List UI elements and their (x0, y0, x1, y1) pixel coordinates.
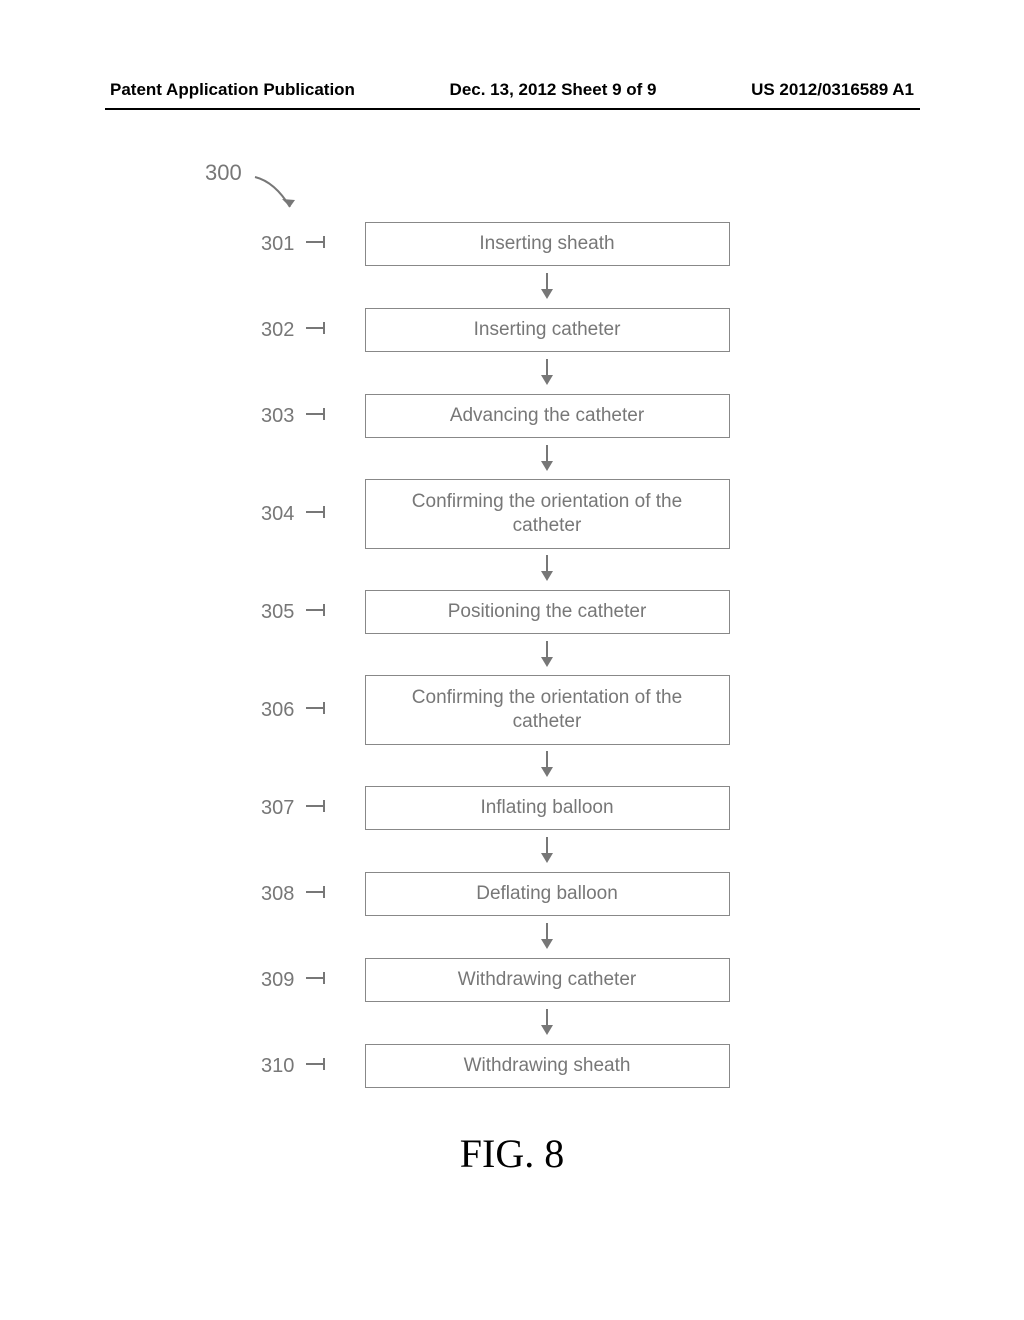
flow-step: 302 Inserting catheter (0, 301, 1024, 359)
flow-arrow-icon (0, 445, 1024, 473)
flowchart-ref-label: 300 (205, 160, 242, 186)
leader-line-icon (306, 319, 332, 342)
step-box: Withdrawing catheter (365, 958, 730, 1002)
header-left: Patent Application Publication (110, 80, 355, 100)
flow-arrow-icon (0, 1009, 1024, 1037)
leader-line-icon (306, 503, 332, 526)
step-box: Inserting catheter (365, 308, 730, 352)
step-box: Positioning the catheter (365, 590, 730, 634)
flow-step: 307 Inflating balloon (0, 779, 1024, 837)
flow-arrow-icon (0, 641, 1024, 669)
flow-step: 308 Deflating balloon (0, 865, 1024, 923)
flow-arrow-icon (0, 751, 1024, 779)
step-box: Advancing the catheter (365, 394, 730, 438)
flow-arrow-icon (0, 273, 1024, 301)
step-number-label: 309 (261, 969, 294, 992)
figure-caption: FIG. 8 (0, 1130, 1024, 1177)
step-number-label: 301 (261, 233, 294, 256)
step-box: Confirming the orientation of the cathet… (365, 675, 730, 745)
flow-arrow-icon (0, 359, 1024, 387)
flowchart: 300 301 Inserting sheath 302 Inserting c… (0, 160, 1024, 1095)
leader-line-icon (306, 883, 332, 906)
flow-arrow-icon (0, 555, 1024, 583)
step-number-label: 310 (261, 1055, 294, 1078)
leader-line-icon (306, 233, 332, 256)
leader-line-icon (306, 1055, 332, 1078)
page-header: Patent Application Publication Dec. 13, … (0, 80, 1024, 100)
flow-step: 305 Positioning the catheter (0, 583, 1024, 641)
flow-arrow-icon (0, 923, 1024, 951)
step-box: Inserting sheath (365, 222, 730, 266)
step-number-label: 303 (261, 405, 294, 428)
leader-line-icon (306, 699, 332, 722)
step-number-label: 307 (261, 797, 294, 820)
flow-step: 303 Advancing the catheter (0, 387, 1024, 445)
header-rule (105, 108, 920, 110)
flow-step: 304 Confirming the orientation of the ca… (0, 473, 1024, 555)
step-number-label: 304 (261, 503, 294, 526)
header-right: US 2012/0316589 A1 (751, 80, 914, 100)
step-box: Confirming the orientation of the cathet… (365, 479, 730, 549)
flow-step: 309 Withdrawing catheter (0, 951, 1024, 1009)
leader-line-icon (306, 405, 332, 428)
header-center: Dec. 13, 2012 Sheet 9 of 9 (450, 80, 657, 100)
step-box: Deflating balloon (365, 872, 730, 916)
flow-step: 306 Confirming the orientation of the ca… (0, 669, 1024, 751)
leader-line-icon (306, 969, 332, 992)
leader-line-icon (306, 601, 332, 624)
leader-line-icon (306, 797, 332, 820)
step-number-label: 305 (261, 601, 294, 624)
step-box: Withdrawing sheath (365, 1044, 730, 1088)
step-number-label: 302 (261, 319, 294, 342)
flow-arrow-icon (0, 837, 1024, 865)
step-box: Inflating balloon (365, 786, 730, 830)
step-number-label: 306 (261, 699, 294, 722)
flow-step: 310 Withdrawing sheath (0, 1037, 1024, 1095)
flow-step: 301 Inserting sheath (0, 215, 1024, 273)
step-number-label: 308 (261, 883, 294, 906)
